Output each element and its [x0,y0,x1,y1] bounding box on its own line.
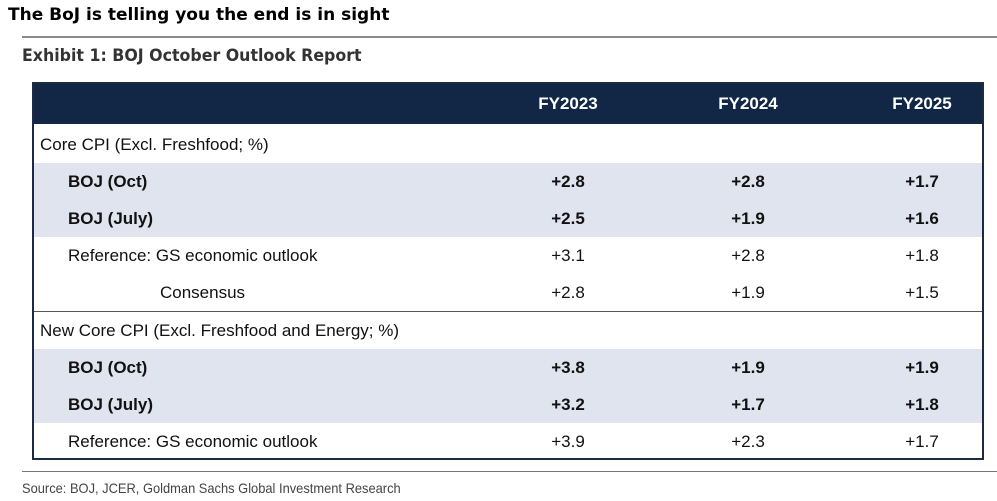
table-header-row: FY2023 FY2024 FY2025 [34,84,982,124]
cell-fy2025: +1.8 [905,395,939,414]
cell-fy2025: +1.9 [905,358,939,377]
row-label: BOJ (Oct) [68,358,148,377]
cell-fy2023: +3.9 [551,432,585,451]
cell-fy2024: +1.9 [731,358,765,377]
cell-fy2025: +1.8 [905,246,939,265]
cell-fy2025: +1.7 [905,432,939,451]
table-row: BOJ (Oct) +3.8 +1.9 +1.9 [34,349,982,386]
row-label: Reference: GS economic outlook [68,246,318,265]
section-title-label: New Core CPI (Excl. Freshfood and Energy… [40,321,400,340]
section-title-new-core-cpi: New Core CPI (Excl. Freshfood and Energy… [34,311,982,349]
exhibit-title: Exhibit 1: BOJ October Outlook Report [22,46,362,66]
outlook-table: FY2023 FY2024 FY2025 Core CPI (Excl. Fre… [32,82,984,460]
cell-fy2024: +2.8 [731,246,765,265]
cell-fy2023: +2.8 [551,172,585,191]
table-row: Consensus +2.8 +1.9 +1.5 [34,274,982,311]
cell-fy2024: +1.7 [731,395,765,414]
column-header-fy2023: FY2023 [538,94,598,113]
top-rule [22,36,997,38]
cell-fy2023: +3.8 [551,358,585,377]
cell-fy2023: +3.2 [551,395,585,414]
column-header-fy2025: FY2025 [892,94,952,113]
cell-fy2025: +1.5 [905,283,939,302]
bottom-rule [22,471,997,472]
table-row: BOJ (July) +2.5 +1.9 +1.6 [34,200,982,237]
cell-fy2023: +3.1 [551,246,585,265]
cell-fy2024: +2.3 [731,432,765,451]
cell-fy2023: +2.8 [551,283,585,302]
cell-fy2024: +1.9 [731,209,765,228]
table-row: BOJ (Oct) +2.8 +2.8 +1.7 [34,163,982,200]
section-title-core-cpi: Core CPI (Excl. Freshfood; %) [34,126,982,163]
cell-fy2024: +1.9 [731,283,765,302]
source-note: Source: BOJ, JCER, Goldman Sachs Global … [22,480,401,496]
table-row: Reference: GS economic outlook +3.9 +2.3… [34,423,982,460]
row-label: Consensus [160,283,246,302]
headline: The BoJ is telling you the end is in sig… [8,5,390,25]
row-label: BOJ (July) [68,209,154,228]
table-row: Reference: GS economic outlook +3.1 +2.8… [34,237,982,274]
cell-fy2025: +1.7 [905,172,939,191]
row-label: Reference: GS economic outlook [68,432,318,451]
cell-fy2025: +1.6 [905,209,939,228]
cell-fy2023: +2.5 [551,209,585,228]
cell-fy2024: +2.8 [731,172,765,191]
table-row: BOJ (July) +3.2 +1.7 +1.8 [34,386,982,423]
column-header-fy2024: FY2024 [718,94,778,113]
row-label: BOJ (Oct) [68,172,148,191]
section-title-label: Core CPI (Excl. Freshfood; %) [40,135,269,154]
row-label: BOJ (July) [68,395,154,414]
